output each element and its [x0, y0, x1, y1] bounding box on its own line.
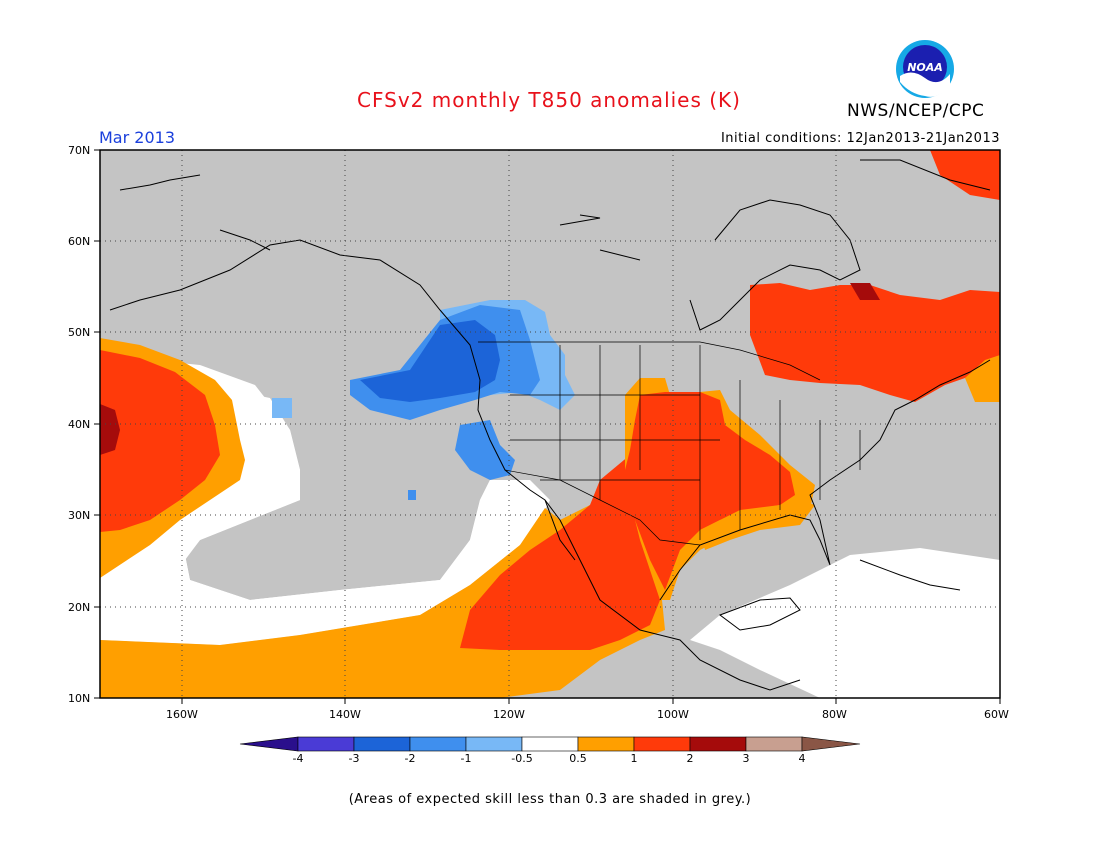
colorbar-tick-label: -1 [460, 752, 472, 765]
lat-label: 40N [68, 418, 91, 431]
colorbar-tick-label: -3 [348, 752, 360, 765]
anomaly-region-darkred-quebec [850, 283, 880, 300]
anomaly-region-darkred-pacific [100, 404, 120, 455]
colorbar-cell [409, 736, 467, 752]
skill-footnote: (Areas of expected skill less than 0.3 a… [348, 792, 752, 807]
colorbar-arrow-low [239, 736, 299, 752]
noaa-logo-text: NOAA [907, 61, 943, 74]
anomaly-region-red-greenland [930, 150, 1000, 200]
noaa-logo: NOAA [896, 40, 954, 98]
anomaly-region-lightblue-pacific [272, 398, 292, 418]
lon-label: 100W [657, 708, 689, 721]
lon-label: 120W [493, 708, 525, 721]
anomaly-region-red-eastern-canada [750, 283, 1000, 402]
colorbar-tick-label: -4 [292, 752, 304, 765]
lon-label: 140W [329, 708, 361, 721]
lon-label: 80W [822, 708, 847, 721]
lat-label: 70N [68, 144, 91, 157]
coastlines [109, 159, 991, 691]
organization-label: NWS/NCEP/CPC [847, 101, 985, 121]
map-title: CFSv2 monthly T850 anomalies (K) [357, 88, 741, 112]
colorbar-tick-label: 4 [798, 752, 806, 765]
anomaly-region-white-pacific-band [100, 480, 550, 645]
graticule [100, 150, 1000, 698]
colorbar-cell [297, 736, 355, 752]
colorbar-tick-label: 1 [630, 752, 638, 765]
colorbar-tick-label: 3 [742, 752, 750, 765]
lat-label: 10N [68, 692, 91, 705]
colorbar-cell [633, 736, 691, 752]
lon-label: 60W [984, 708, 1009, 721]
anomaly-region-blue-california [455, 420, 515, 480]
valid-period-label: Mar 2013 [99, 128, 175, 147]
colorbar-cell [521, 736, 579, 752]
anomaly-region-blue-spot [408, 490, 416, 500]
anomaly-region-orange-nova-scotia [965, 355, 1000, 402]
lat-label: 60N [68, 235, 91, 248]
colorbar-cell [577, 736, 635, 752]
colorbar-tick-label: 0.5 [569, 752, 587, 765]
lat-label: 30N [68, 509, 91, 522]
colorbar-arrow-high [801, 736, 861, 752]
colorbar-tick-label: 2 [686, 752, 694, 765]
colorbar-tick-label: -2 [404, 752, 416, 765]
colorbar-cell [689, 736, 747, 752]
anomaly-region-white-caribbean [690, 548, 1000, 698]
lat-label: 50N [68, 326, 91, 339]
colorbar-cell [745, 736, 803, 752]
lat-label: 20N [68, 601, 91, 614]
anomaly-region-red-pacific [100, 350, 220, 532]
initial-conditions-label: Initial conditions: 12Jan2013-21Jan2013 [720, 131, 1000, 146]
colorbar [239, 736, 861, 752]
colorbar-cell [353, 736, 411, 752]
lon-label: 160W [166, 708, 198, 721]
anomaly-region-darkblue-northwest [360, 320, 500, 402]
political-borders [478, 341, 861, 546]
colorbar-cell [465, 736, 523, 752]
axis-ticks [94, 149, 1001, 704]
colorbar-tick-label: -0.5 [511, 752, 533, 765]
anomaly-region-red-mexico [460, 455, 660, 650]
